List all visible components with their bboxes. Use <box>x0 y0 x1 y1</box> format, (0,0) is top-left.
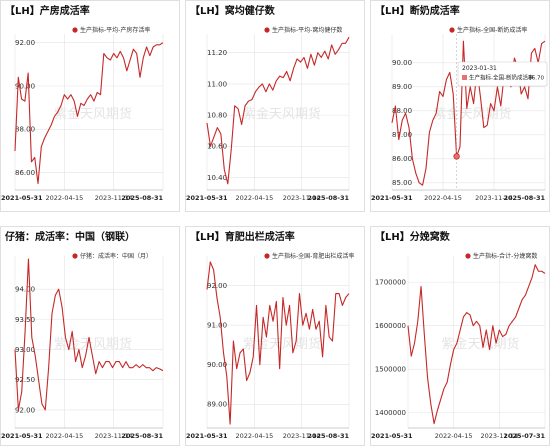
x-tick-label: 2025-08-31 <box>503 194 545 202</box>
y-tick-label: 1700000 <box>375 279 406 287</box>
legend-marker[interactable] <box>264 27 270 33</box>
x-tick-label: 2023-11-14 <box>283 194 321 202</box>
y-tick-label: 90.00 <box>392 59 412 67</box>
panel-frame <box>0 0 180 212</box>
legend-marker[interactable] <box>72 27 78 33</box>
y-tick-label: 91.00 <box>207 322 227 330</box>
y-tick-label: 94.00 <box>15 286 35 294</box>
chart-title: 【LH】窝均健仔数 <box>190 4 276 17</box>
tooltip-value: 86.70 <box>528 76 544 82</box>
chart-title: 仔猪：成活率：中国（钢联） <box>5 230 135 243</box>
x-tick-label: 2022-04-15 <box>435 432 473 440</box>
panel-frame <box>0 226 180 446</box>
x-tick-label: 2023-11-14 <box>475 194 513 202</box>
chart-panel: 仔猪：成活率：中国（钢联） 仔猪：成活率：中国（月） 92.00 92.50 93.00… <box>0 226 180 446</box>
panel-frame <box>370 226 550 446</box>
chart-title: 【LH】断奶成活率 <box>375 4 460 17</box>
chart-title: 【LH】产房成活率 <box>5 4 90 17</box>
x-tick-label: 2021-05-31 <box>186 194 228 202</box>
x-tick-label: 2022-04-15 <box>424 194 462 202</box>
x-tick-label: 2025-08-31 <box>121 432 163 440</box>
x-tick-label: 2025-08-31 <box>307 432 349 440</box>
y-tick-label: 86.00 <box>392 155 412 163</box>
tooltip-swatch <box>462 75 467 80</box>
x-tick-label: 2022-04-15 <box>45 194 83 202</box>
x-tick-label: 2022-04-15 <box>235 432 273 440</box>
y-tick-label: 93.00 <box>15 346 35 354</box>
x-tick-label: 2025-07-31 <box>503 432 545 440</box>
series-line[interactable] <box>14 258 164 411</box>
series-line[interactable] <box>407 264 546 425</box>
x-tick-label: 2025-08-31 <box>307 194 349 202</box>
y-tick-label: 92.50 <box>15 376 35 384</box>
y-tick-label: 11.00 <box>207 80 227 88</box>
legend-label: 生产指标-平均-窝均健仔数 <box>272 26 342 34</box>
y-tick-label: 88.00 <box>15 126 35 134</box>
watermark: 紫金天风期货 <box>433 106 511 122</box>
legend-label: 仔猪：成活率：中国（月） <box>80 252 152 260</box>
y-tick-label: 92.00 <box>207 282 227 290</box>
x-tick-label: 2022-04-15 <box>235 194 273 202</box>
legend-label: 生产指标-合计-分娩窝数 <box>473 252 537 260</box>
panel-frame <box>185 0 365 212</box>
y-tick-label: 89.00 <box>392 83 412 91</box>
series-line[interactable] <box>206 36 350 185</box>
y-tick-label: 92.00 <box>15 39 35 47</box>
y-tick-label: 89.00 <box>207 401 227 409</box>
x-tick-label: 2023-11-14 <box>95 194 133 202</box>
legend-label: 生产指标-平均-产房存活率 <box>80 26 150 34</box>
legend-marker[interactable] <box>264 253 270 259</box>
x-tick-label: 2021-05-31 <box>371 194 413 202</box>
watermark: 紫金天风期货 <box>54 106 132 122</box>
legend-marker[interactable] <box>72 253 78 259</box>
y-tick-label: 88.00 <box>392 107 412 115</box>
hover-point[interactable] <box>453 153 460 160</box>
chart-title: 【LH】育肥出栏成活率 <box>190 230 295 243</box>
y-tick-label: 92.00 <box>15 406 35 414</box>
x-tick-label: 2023-11-14 <box>480 432 518 440</box>
y-tick-label: 90.00 <box>207 361 227 369</box>
x-tick-label: 2021-05-31 <box>1 432 43 440</box>
y-tick-label: 10.80 <box>207 112 227 120</box>
y-tick-label: 10.60 <box>207 143 227 151</box>
x-tick-label: 2023-11-14 <box>95 432 133 440</box>
y-tick-label: 87.00 <box>392 131 412 139</box>
x-tick-label: 2025-08-31 <box>121 194 163 202</box>
chart-title: 【LH】分娩窝数 <box>375 230 451 243</box>
watermark: 紫金天风期货 <box>243 336 321 352</box>
x-tick-label: 2022-04-15 <box>45 432 83 440</box>
series-line[interactable] <box>14 42 164 185</box>
y-tick-label: 10.40 <box>207 174 227 182</box>
y-tick-label: 85.00 <box>392 179 412 187</box>
x-tick-label: 2021-05-31 <box>371 432 413 440</box>
legend-marker[interactable] <box>449 27 455 33</box>
x-tick-label: 2021-05-31 <box>186 432 228 440</box>
y-tick-label: 86.00 <box>15 169 35 177</box>
legend-label: 生产指标-全国-断奶成活率 <box>457 26 527 34</box>
watermark: 紫金天风期货 <box>243 106 321 122</box>
y-tick-label: 1400000 <box>375 409 406 417</box>
panel-frame <box>370 0 550 212</box>
legend-label: 生产指标-全国-育肥出栏成活率 <box>272 252 354 260</box>
watermark: 紫金天风期货 <box>441 336 519 352</box>
tooltip-date: 2023-01-31 <box>462 65 497 72</box>
series-line[interactable] <box>206 261 350 425</box>
tooltip-box <box>457 61 548 87</box>
y-tick-label: 11.20 <box>207 49 227 57</box>
x-tick-label: 2021-05-31 <box>1 194 43 202</box>
x-tick-label: 2023-11-14 <box>283 432 321 440</box>
y-tick-label: 93.50 <box>15 316 35 324</box>
y-tick-label: 90.00 <box>15 82 35 90</box>
y-tick-label: 1500000 <box>375 366 406 374</box>
legend-marker[interactable] <box>465 253 471 259</box>
tooltip-label: 生产指标-全国-断奶成活率 <box>469 74 534 82</box>
y-tick-label: 1600000 <box>375 322 406 330</box>
